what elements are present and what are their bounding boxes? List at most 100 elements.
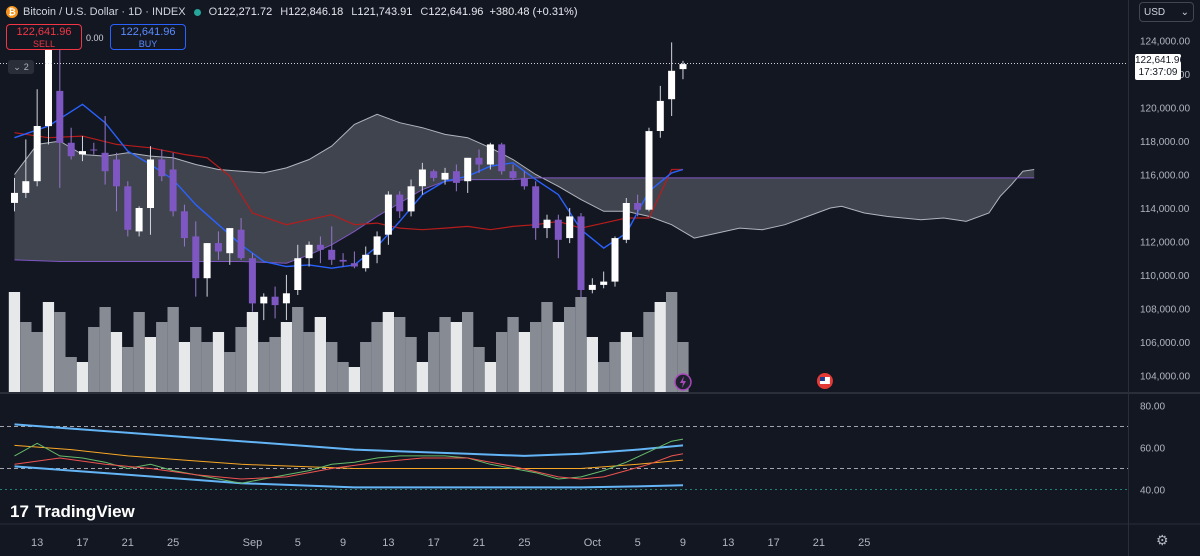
candle-body <box>384 194 392 235</box>
volume-bar <box>54 312 66 392</box>
candle-up <box>282 274 290 321</box>
candle-down <box>634 194 642 217</box>
candle-body <box>600 281 608 285</box>
candle-down <box>113 152 120 212</box>
candle-body <box>486 144 494 165</box>
time-tick-label: Oct <box>584 537 601 549</box>
currency-select[interactable]: USD ⌄ <box>1139 2 1194 22</box>
time-tick-label: 17 <box>428 537 440 549</box>
volume-bar <box>88 327 100 392</box>
volume-bar <box>632 337 644 392</box>
candle-up <box>600 271 608 289</box>
time-tick-label: 5 <box>635 537 641 549</box>
time-tick-label: 9 <box>680 537 686 549</box>
candle-body <box>520 177 528 187</box>
volume-bar <box>201 342 213 392</box>
candle-down <box>532 181 540 240</box>
candle-body <box>418 169 426 187</box>
volume-bar <box>473 347 485 392</box>
volume-bar <box>76 362 89 392</box>
oscillator-tick-label: 80.00 <box>1140 402 1165 413</box>
volume-bar <box>167 307 179 392</box>
candle-up <box>135 206 143 237</box>
volume-bar <box>65 357 77 392</box>
candle-down <box>452 164 460 192</box>
candle-body <box>214 243 222 252</box>
volume-bar <box>8 292 21 392</box>
time-tick-label: 13 <box>722 537 734 549</box>
high-value: 122,846.18 <box>288 6 344 18</box>
volume-bar <box>564 307 576 392</box>
candle-down <box>577 213 585 299</box>
oscillator-line-fast-red <box>14 453 684 480</box>
open-label: O <box>208 6 218 18</box>
tradingview-logo[interactable]: 17 TradingView <box>10 502 135 522</box>
volume-bar <box>382 312 394 392</box>
oscillator-line-slow-lower <box>14 465 684 489</box>
buy-label: BUY <box>138 39 158 49</box>
volume-bar <box>303 332 315 392</box>
price-tick-label: 106,000.00 <box>1140 338 1190 349</box>
candle-body <box>464 157 472 182</box>
candle-body <box>396 194 404 212</box>
indicator-collapse-button[interactable]: ⌄ 2 <box>8 60 34 74</box>
volume-bar <box>462 312 474 392</box>
volume-bar <box>496 332 508 392</box>
candle-body <box>498 144 506 172</box>
volume-bar <box>666 292 678 392</box>
volume-bar <box>405 337 417 392</box>
candle-up <box>305 241 313 267</box>
candle-body <box>90 149 98 151</box>
candle-up <box>464 157 472 193</box>
ichimoku-cloud <box>14 114 1035 264</box>
gear-icon[interactable]: ⚙ <box>1156 532 1169 548</box>
volume-bar <box>122 347 134 392</box>
volume-bar <box>156 322 168 392</box>
tradingview-logo-icon: 17 <box>10 502 29 521</box>
last-price-value: 122,641.96 <box>1135 55 1186 66</box>
us-flag-canton <box>819 377 825 381</box>
bar-countdown: 17:37:09 <box>1138 67 1178 78</box>
candle-body <box>260 296 268 304</box>
time-tick-label: 17 <box>76 537 88 549</box>
candle-up <box>645 127 653 212</box>
volume-bar <box>314 317 326 392</box>
candle-body <box>56 90 64 143</box>
low-label: L <box>351 6 358 18</box>
volume-bar <box>133 312 145 392</box>
bitcoin-icon: ₿ <box>6 6 18 18</box>
tradingview-logo-text: TradingView <box>34 502 135 521</box>
candle-body <box>203 243 211 279</box>
time-tick-label: Sep <box>243 537 263 549</box>
volume-bar <box>484 362 496 392</box>
oscillator-line-slow-upper <box>14 423 684 457</box>
candle-body <box>22 181 30 193</box>
candle-up <box>45 32 52 145</box>
volume-bar <box>507 317 519 392</box>
oscillator-line-fast-green <box>14 438 684 484</box>
time-tick-label: 21 <box>813 537 825 549</box>
candle-up <box>79 136 86 162</box>
volume-bar <box>586 337 598 392</box>
symbol-title[interactable]: Bitcoin / U.S. Dollar · 1D · INDEX <box>23 6 186 18</box>
time-tick-label: 25 <box>518 537 530 549</box>
candle-up <box>543 214 551 239</box>
candle-body <box>316 244 324 250</box>
candle-up <box>373 231 381 264</box>
candle-body <box>339 259 347 262</box>
time-tick-label: 9 <box>340 537 346 549</box>
sell-label: SELL <box>32 39 56 49</box>
time-tick-label: 13 <box>382 537 394 549</box>
symbol-legend[interactable]: ₿ Bitcoin / U.S. Dollar · 1D · INDEX O 12… <box>6 4 578 20</box>
candle-body <box>611 238 619 282</box>
volume-bar <box>20 322 32 392</box>
sell-button[interactable]: 122,641.96 SELL <box>6 24 82 50</box>
buy-button[interactable]: 122,641.96 BUY <box>110 24 186 50</box>
candle-up <box>203 243 211 297</box>
candle-up <box>147 146 154 235</box>
indicator-count: 2 <box>23 62 29 72</box>
candle-body <box>452 171 460 183</box>
volume-bar <box>394 317 406 392</box>
